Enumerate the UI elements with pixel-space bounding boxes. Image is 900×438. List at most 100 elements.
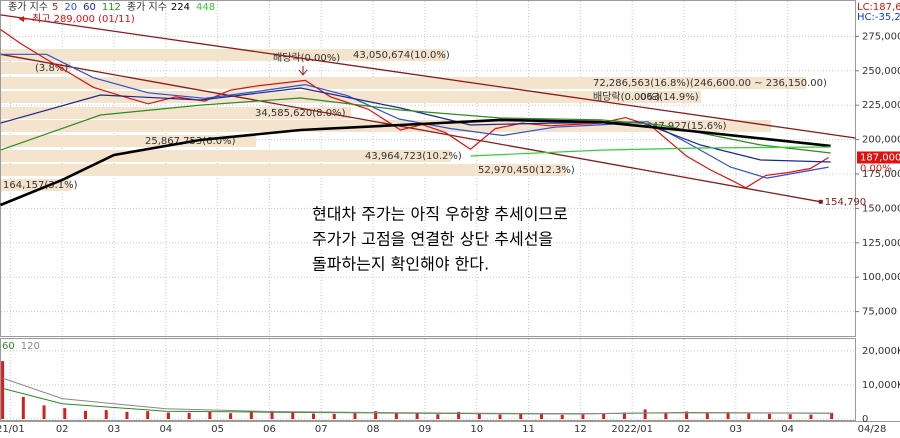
hc-label: HC:-35,29 xyxy=(857,12,900,23)
price-line xyxy=(470,146,831,157)
x-tick-label: 07 xyxy=(315,424,328,435)
lc-label: LC:187,69 xyxy=(857,2,900,13)
volume-bar xyxy=(21,396,25,419)
y-tick-label: 175,000 xyxy=(862,169,900,180)
volume-bar xyxy=(747,413,751,419)
annotation: 43,964,723(10.2%) xyxy=(365,151,462,162)
x-tick-label: 03 xyxy=(729,424,742,435)
volume-profile-bar xyxy=(1,179,71,191)
volume-bar xyxy=(374,411,378,419)
x-tick-label: 12 xyxy=(574,424,587,435)
x-tick-label: 04 xyxy=(159,424,172,435)
volume-bar xyxy=(249,412,253,419)
volume-bar xyxy=(457,411,461,419)
volume-ma-line xyxy=(2,377,832,415)
volume-bar xyxy=(332,413,336,419)
volume-bar xyxy=(540,414,543,419)
volume-bar xyxy=(104,410,108,419)
volume-bar xyxy=(622,412,626,419)
volume-profile-bar xyxy=(1,164,566,176)
volume-profile-bar xyxy=(1,107,351,119)
volume-profile-bar xyxy=(1,49,446,61)
trendline-end-marker xyxy=(818,199,823,204)
volume-bar xyxy=(560,414,564,419)
vol-tick-label: 0 xyxy=(862,414,868,425)
y-tick-label: 250,000 xyxy=(862,66,900,77)
y-tick-label: 100,000 xyxy=(862,272,900,283)
legend-label: 종가 지수 xyxy=(8,1,48,13)
legend-entry: 112 xyxy=(102,2,121,13)
volume-bar xyxy=(166,412,170,419)
trendline-end-label: 154,790 xyxy=(825,197,866,208)
annotation: 72,286,563(16.8%)(246,600.00 ~ 236,150.0… xyxy=(593,78,827,89)
volume-profile-bar xyxy=(1,62,71,74)
note-line: 주가가 고점을 연결한 상단 추세선을 xyxy=(312,230,553,249)
annotation: 063(14.9%) xyxy=(640,92,699,103)
volume-bar xyxy=(146,411,150,419)
volume-profile-bar xyxy=(1,135,256,147)
volume-profile-bar xyxy=(1,150,451,162)
annotation: 47,927(15.6%) xyxy=(652,121,727,132)
volume-bar xyxy=(415,412,419,419)
price-line xyxy=(0,118,831,207)
y-tick-label: 75,000 xyxy=(862,307,897,318)
x-tick-label: 03 xyxy=(108,424,121,435)
x-tick-label: 09 xyxy=(419,424,432,435)
x-tick-label: 04 xyxy=(781,424,794,435)
vol-tick-label: 10,000K xyxy=(862,380,900,391)
annotation: 164,157(3.1%) xyxy=(3,180,78,191)
x-tick-label: 2022/01 xyxy=(611,424,653,435)
x-tick-label: 02 xyxy=(56,424,69,435)
x-tick-label: 21/01 xyxy=(0,424,25,435)
annotation: (3.8%) xyxy=(35,63,68,74)
volume-bar xyxy=(353,413,357,419)
volume-bar xyxy=(768,413,771,419)
volume-bar xyxy=(229,413,233,419)
note-line: 돌파하는지 확인해야 한다. xyxy=(312,255,489,274)
volume-bar xyxy=(602,413,606,419)
legend-entry: 20 xyxy=(64,2,77,13)
volume-bar xyxy=(726,412,730,419)
last-price-label: 187,000 xyxy=(860,152,900,163)
legend-label: 종가 지수 xyxy=(127,1,167,13)
y-tick-label: 150,000 xyxy=(862,203,900,214)
volume-bar xyxy=(830,412,834,419)
volume-bar xyxy=(685,411,689,419)
y-tick-label: 275,000 xyxy=(862,31,900,42)
volume-bar xyxy=(436,414,440,419)
last-price-box xyxy=(857,151,900,164)
high-label: 최고 289,000 (01/11) xyxy=(32,13,135,25)
volume-bar xyxy=(788,414,792,419)
volume-bar xyxy=(498,414,502,419)
volume-bar xyxy=(270,410,274,419)
vol-tick-label: 20,000K xyxy=(862,346,900,357)
x-tick-label: 08 xyxy=(367,424,380,435)
y-tick-label: 225,000 xyxy=(862,100,900,111)
volume-bar xyxy=(312,413,315,419)
dividend-arrow xyxy=(298,66,308,76)
price-line xyxy=(0,29,829,189)
volume-bar xyxy=(187,412,191,419)
annotation: 52,970,450(12.3%) xyxy=(478,165,575,176)
x-tick-label: 10 xyxy=(470,424,483,435)
annotation: 배당락(0.00%) xyxy=(593,91,660,103)
trendline xyxy=(0,14,856,139)
volume-legend-entry: 120 xyxy=(21,341,40,352)
price-line xyxy=(0,97,831,154)
x-tick-label: 02 xyxy=(678,424,691,435)
legend-entry: 224 xyxy=(171,2,190,13)
volume-bar xyxy=(63,408,67,419)
volume-bar xyxy=(125,411,129,419)
volume-legend-entry: 60 xyxy=(2,341,15,352)
legend-entry: 60 xyxy=(83,2,96,13)
y-tick-label: 200,000 xyxy=(862,135,900,146)
y-tick-label: 125,000 xyxy=(862,238,900,249)
volume-bar xyxy=(809,414,813,419)
volume-bar xyxy=(1,361,5,419)
volume-bar xyxy=(581,414,585,419)
high-arrow-head xyxy=(19,16,24,22)
volume-profile-bar xyxy=(1,77,806,89)
volume-bar xyxy=(664,412,668,419)
